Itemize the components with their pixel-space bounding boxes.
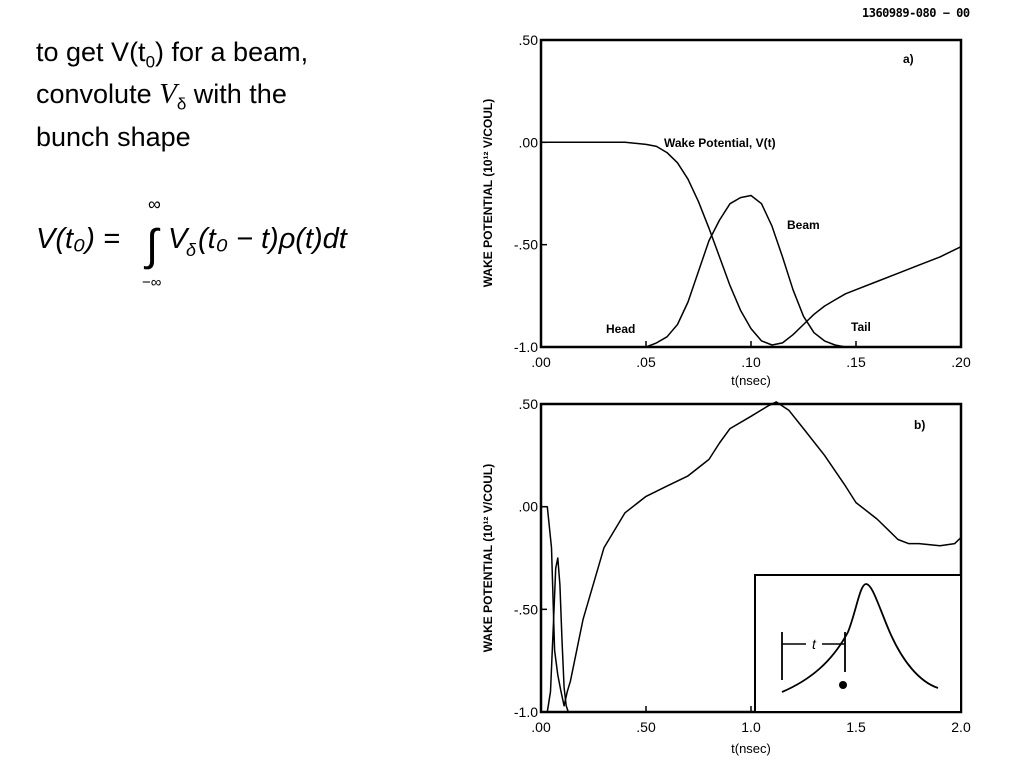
x-tick-label: .15 bbox=[846, 354, 866, 370]
panel-b-y-ticks: .50 .00 -.50 -1.0 bbox=[514, 396, 547, 720]
intro-line-3: bunch shape bbox=[36, 121, 191, 152]
y-tick-label: -1.0 bbox=[514, 339, 538, 355]
panel-b-y-axis-label: WAKE POTENTIAL (10¹² V/COUL) bbox=[481, 464, 495, 652]
annotation-wake-potential: Wake Potential, V(t) bbox=[664, 136, 776, 150]
formula-lower-limit: −∞ bbox=[142, 274, 162, 291]
panel-a: a) WAKE POTENTIAL (10¹² V/COUL) t(nsec) … bbox=[481, 32, 971, 388]
panel-b-series bbox=[541, 401, 962, 713]
formula-lhs: V(t₀) = bbox=[36, 223, 120, 255]
inset-t-label: t bbox=[812, 636, 817, 652]
series-line-1 bbox=[541, 141, 962, 346]
panel-a-series bbox=[541, 141, 962, 348]
y-tick-label: .00 bbox=[519, 134, 539, 150]
intro-text: to get V(t0) for a beam, convolute Vδ wi… bbox=[36, 36, 416, 153]
y-tick-label: .50 bbox=[519, 32, 539, 48]
series-line-1 bbox=[541, 401, 962, 707]
y-tick-label: -.50 bbox=[514, 601, 538, 617]
formula-integral-sign: ∫ bbox=[143, 221, 161, 270]
panel-b-x-axis-label: t(nsec) bbox=[731, 741, 771, 756]
panel-b-x-ticks: .00 .50 1.0 1.5 2.0 bbox=[531, 706, 971, 735]
x-tick-label: .50 bbox=[636, 719, 656, 735]
formula-integrand: V bbox=[168, 223, 190, 255]
panel-a-x-ticks: .00 .05 .10 .15 .20 bbox=[531, 341, 971, 370]
formula-upper-limit: ∞ bbox=[148, 194, 161, 214]
panel-a-y-ticks: .50 .00 -.50 -1.0 bbox=[514, 32, 547, 355]
panel-a-y-axis-label: WAKE POTENTIAL (10¹² V/COUL) bbox=[481, 99, 495, 287]
x-tick-label: 1.5 bbox=[846, 719, 866, 735]
x-tick-label: 2.0 bbox=[951, 719, 971, 735]
x-tick-label: .00 bbox=[531, 719, 551, 735]
inset-dot bbox=[839, 681, 847, 689]
y-tick-label: .50 bbox=[519, 396, 539, 412]
formula-body: (t₀ − t)ρ(t)dt bbox=[198, 223, 349, 255]
x-tick-label: .20 bbox=[951, 354, 971, 370]
convolution-formula: V(t₀) = ∞ ∫ −∞ V δ (t₀ − t)ρ(t)dt bbox=[36, 194, 349, 291]
intro-line-1: to get V(t0) for a beam, bbox=[36, 37, 309, 72]
panel-b-label: b) bbox=[914, 418, 925, 432]
series-line-2 bbox=[541, 557, 571, 713]
inset-bunch-curve bbox=[781, 583, 939, 693]
x-tick-label: .00 bbox=[531, 354, 551, 370]
panel-a-frame bbox=[539, 38, 963, 349]
x-tick-label: .05 bbox=[636, 354, 656, 370]
bunch-shape-inset: t bbox=[754, 574, 962, 713]
series-line-2 bbox=[541, 194, 867, 348]
y-tick-label: -1.0 bbox=[514, 704, 538, 720]
annotation-tail: Tail bbox=[851, 320, 871, 334]
intro-line-2: convolute Vδ with the bbox=[36, 78, 287, 114]
y-tick-label: -.50 bbox=[514, 237, 538, 253]
formula-integrand-sub: δ bbox=[186, 240, 197, 260]
x-tick-label: .10 bbox=[741, 354, 761, 370]
y-tick-label: .00 bbox=[519, 499, 539, 515]
x-tick-label: 1.0 bbox=[741, 719, 761, 735]
annotation-beam: Beam bbox=[787, 218, 820, 232]
panel-b: b) WAKE POTENTIAL (10¹² V/COUL) t(nsec) … bbox=[481, 396, 971, 756]
panel-a-label: a) bbox=[903, 52, 914, 66]
panel-a-x-axis-label: t(nsec) bbox=[731, 373, 771, 388]
annotation-head: Head bbox=[606, 322, 635, 336]
figure-id-label: 1360989-080 − 00 bbox=[862, 6, 970, 20]
